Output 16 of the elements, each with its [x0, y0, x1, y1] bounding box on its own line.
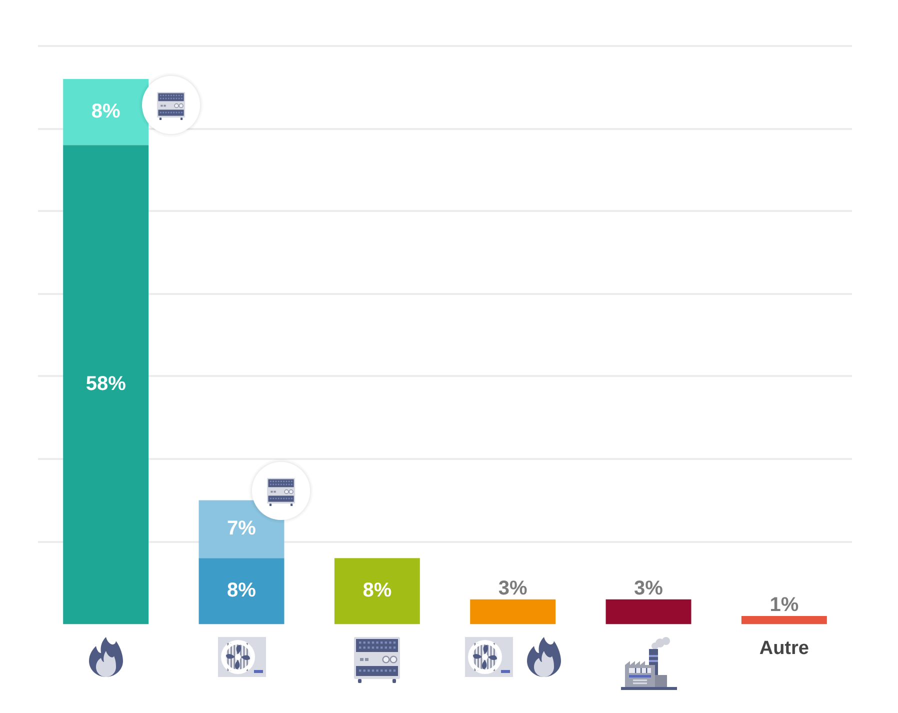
bar — [198, 500, 284, 558]
bar — [741, 616, 827, 624]
data-label: 7% — [227, 518, 256, 540]
data-label: 8% — [362, 580, 392, 602]
data-label: 8% — [227, 580, 256, 602]
bar — [606, 599, 692, 624]
bar — [198, 558, 284, 624]
x-tick-label: Autre — [759, 638, 809, 659]
bar — [470, 599, 556, 624]
data-label: 3% — [634, 577, 664, 600]
bar — [334, 558, 420, 624]
data-label: 8% — [91, 100, 121, 123]
data-label: 3% — [498, 577, 528, 600]
data-label: 1% — [770, 594, 799, 616]
data-label: 58% — [86, 373, 126, 396]
bar — [63, 145, 149, 624]
